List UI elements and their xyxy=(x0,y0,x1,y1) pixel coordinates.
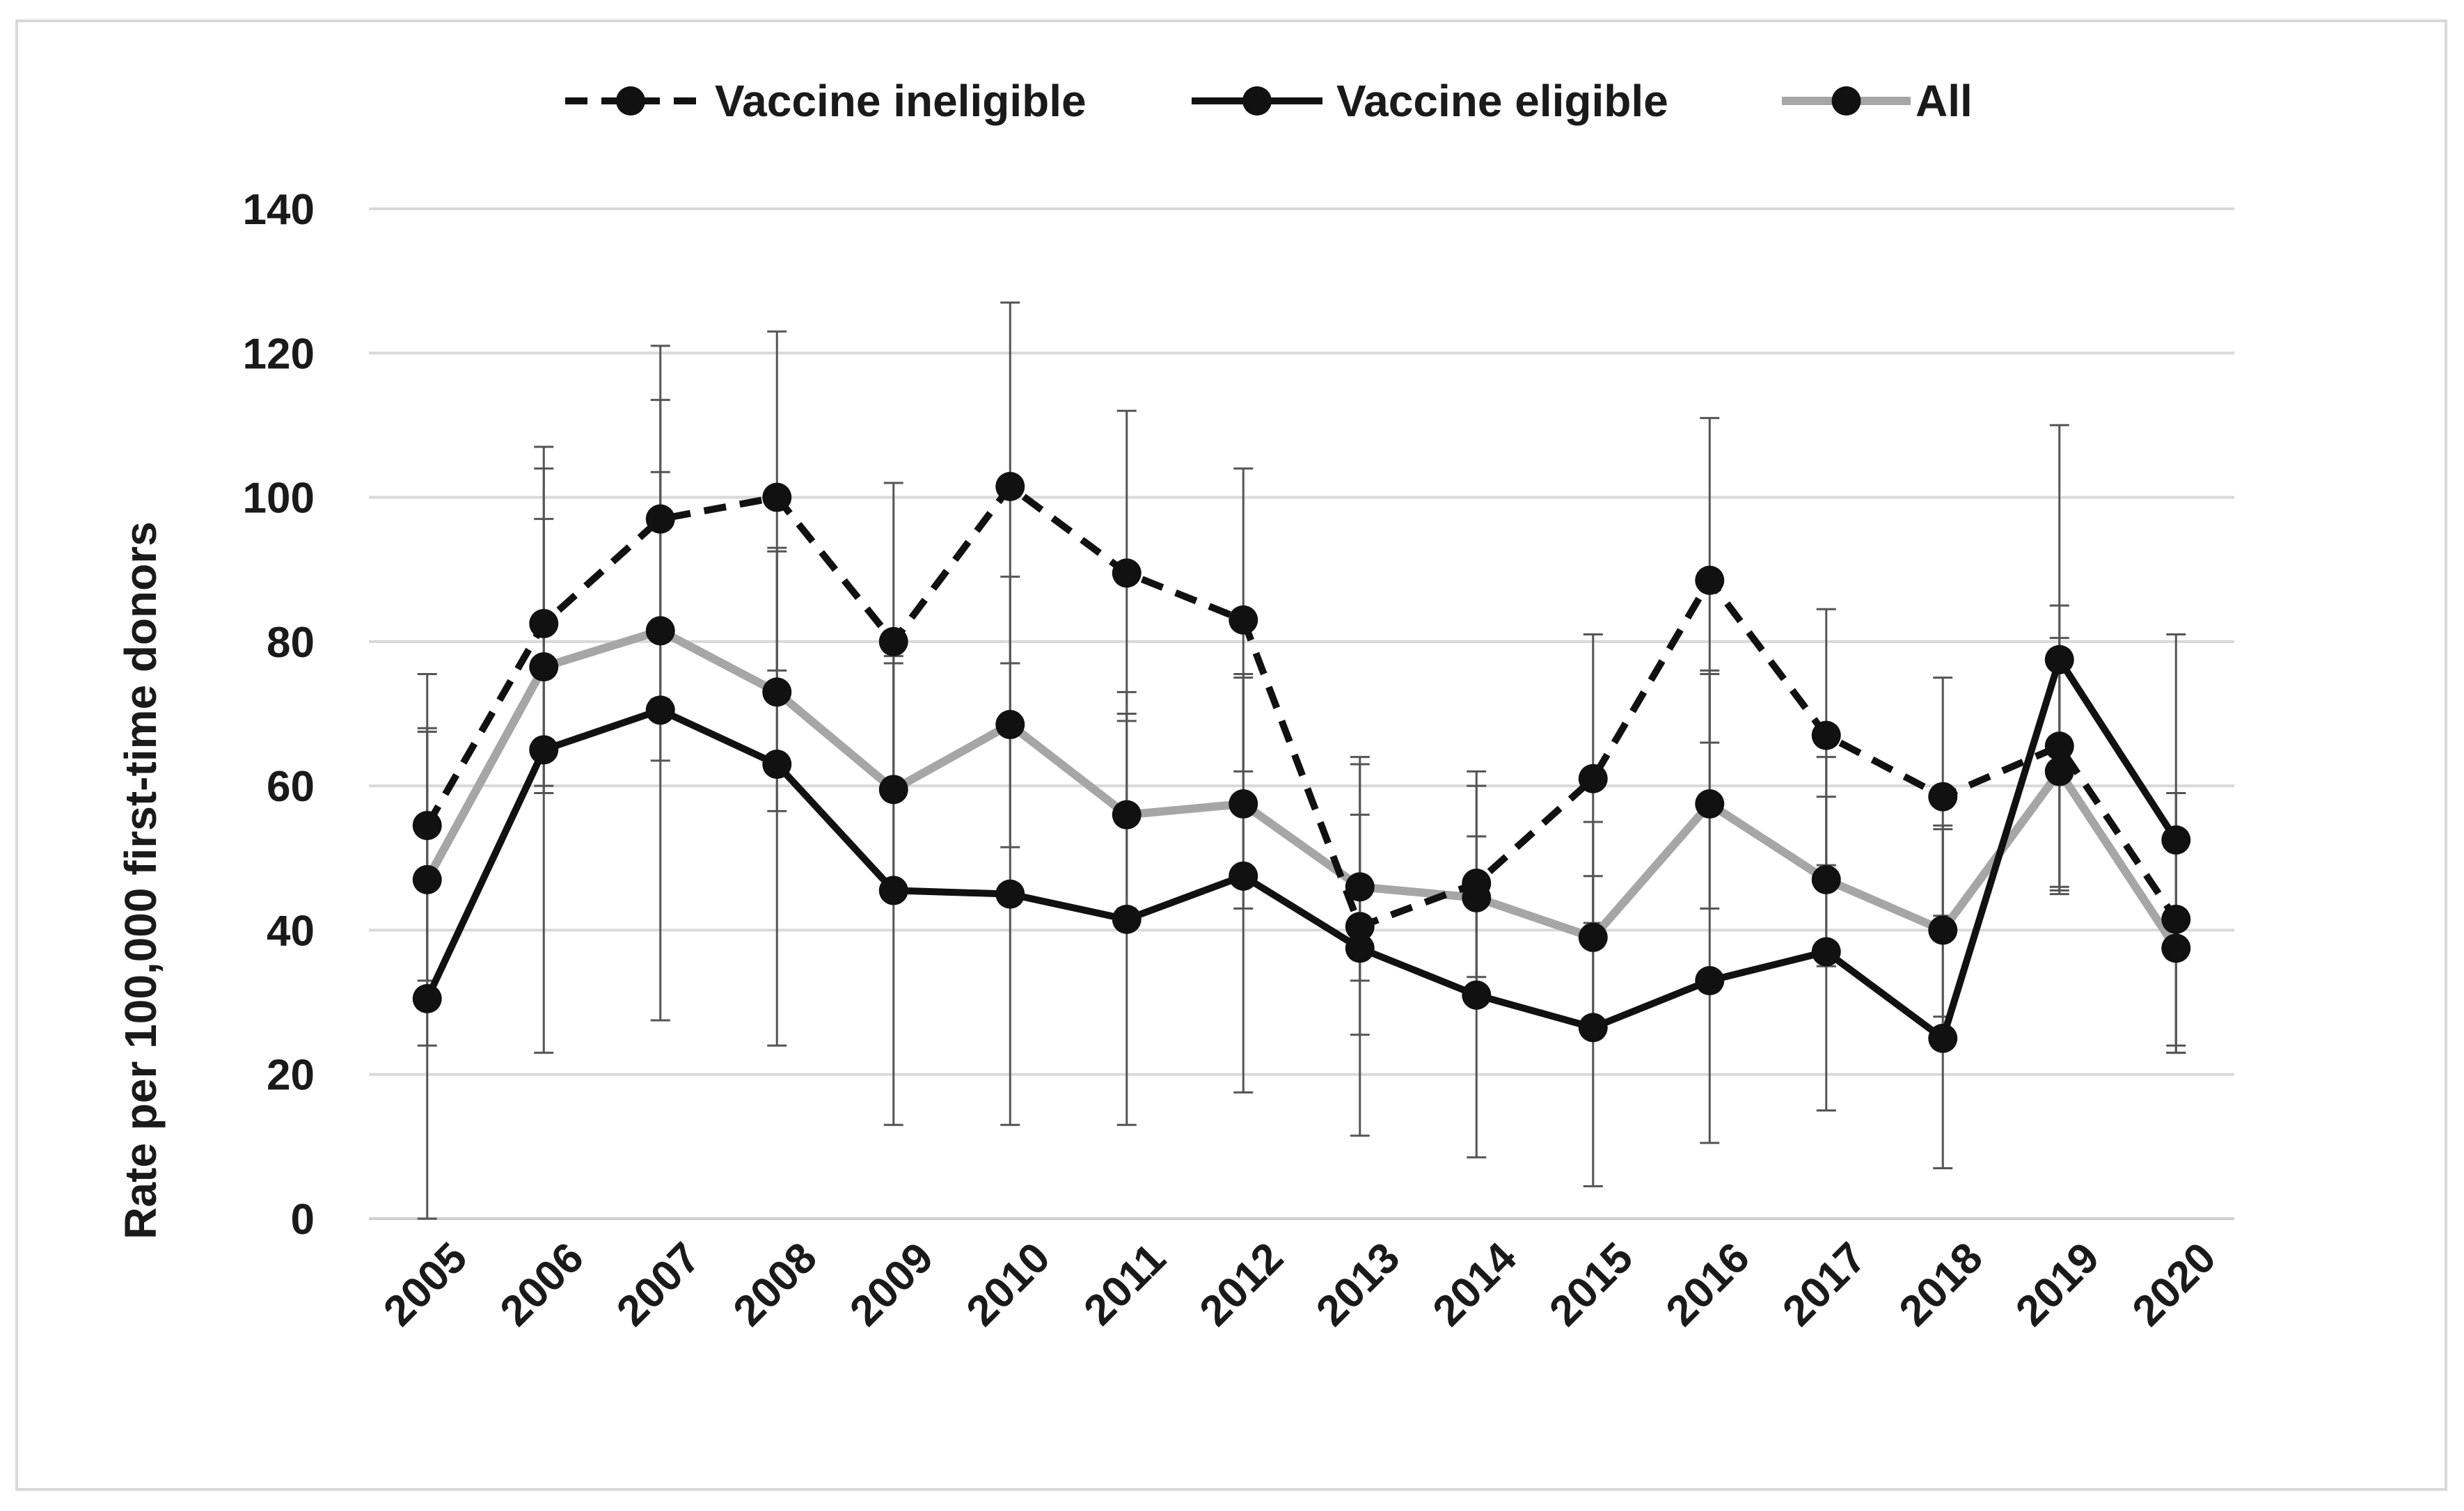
data-point-all xyxy=(645,616,675,646)
x-tick-label: 2015 xyxy=(1540,1233,1642,1335)
x-tick-labels: 2005 2006 2007 2008 2009 2010 2011 2012 2013 2014… xyxy=(374,1233,2225,1336)
data-point-vaccine-ineligible xyxy=(645,504,675,534)
series-line-vaccine-ineligible xyxy=(424,483,2179,931)
x-tick-label: 2017 xyxy=(1774,1233,1875,1335)
data-point-all xyxy=(2044,757,2074,786)
x-tick-label: 2007 xyxy=(608,1233,709,1335)
data-point-all xyxy=(995,710,1025,740)
data-point-all xyxy=(878,775,908,805)
data-point-vaccine-eligible xyxy=(1229,861,1258,891)
data-point-vaccine-eligible xyxy=(1811,937,1841,967)
y-tick-label: 60 xyxy=(267,763,315,811)
error-bars xyxy=(417,301,2186,1220)
x-tick-label: 2006 xyxy=(491,1233,593,1335)
x-tick-label: 2012 xyxy=(1191,1233,1293,1335)
data-point-vaccine-ineligible xyxy=(412,811,442,841)
y-tick-labels: 0 20 40 60 80 100 120 140 xyxy=(243,186,315,1244)
data-point-vaccine-eligible xyxy=(1112,904,1142,934)
legend-marker xyxy=(616,86,645,116)
data-point-vaccine-ineligible xyxy=(1112,558,1142,588)
y-axis-title: Rate per 100,000 first-time donors xyxy=(116,521,166,1239)
data-point-vaccine-ineligible xyxy=(529,608,559,638)
data-point-vaccine-ineligible xyxy=(1928,782,1958,812)
data-point-vaccine-eligible xyxy=(995,879,1025,909)
data-point-vaccine-eligible xyxy=(412,983,442,1013)
x-tick-label: 2011 xyxy=(1075,1235,1175,1335)
legend-label: All xyxy=(1916,76,1973,126)
data-point-vaccine-ineligible xyxy=(878,626,908,656)
data-point-vaccine-ineligible xyxy=(762,482,792,512)
x-tick-label: 2009 xyxy=(841,1233,942,1335)
x-tick-label: 2016 xyxy=(1657,1233,1759,1335)
legend-marker xyxy=(1831,86,1861,116)
data-point-all xyxy=(2161,933,2191,963)
data-point-vaccine-eligible xyxy=(1462,980,1492,1010)
legend: Vaccine ineligible Vaccine eligible All xyxy=(565,76,1973,126)
data-point-vaccine-eligible xyxy=(1695,965,1725,995)
data-point-all xyxy=(529,652,559,682)
data-point-vaccine-eligible xyxy=(762,750,792,780)
data-point-vaccine-eligible xyxy=(2044,644,2074,674)
data-point-all xyxy=(1345,872,1375,902)
data-point-vaccine-eligible xyxy=(645,695,675,725)
data-point-vaccine-eligible xyxy=(878,876,908,905)
data-point-vaccine-eligible xyxy=(1928,1023,1958,1053)
chart-border xyxy=(15,19,2447,1491)
y-tick-label: 40 xyxy=(267,907,315,955)
series-markers xyxy=(412,472,2191,1053)
y-tick-label: 120 xyxy=(243,330,315,378)
series-line-vaccine-eligible xyxy=(424,656,2179,1042)
data-point-vaccine-eligible xyxy=(529,735,559,765)
data-point-vaccine-ineligible xyxy=(1811,720,1841,750)
data-point-all xyxy=(1578,922,1608,952)
series-lines xyxy=(423,483,2180,1042)
y-tick-label: 140 xyxy=(243,186,315,234)
y-tick-label: 0 xyxy=(291,1196,315,1244)
data-point-vaccine-ineligible xyxy=(2044,731,2074,761)
data-point-all xyxy=(1112,800,1142,830)
data-point-all xyxy=(1229,789,1258,819)
data-point-vaccine-eligible xyxy=(1578,1013,1608,1043)
data-point-vaccine-ineligible xyxy=(2161,904,2191,934)
data-point-all xyxy=(762,677,792,707)
y-tick-label: 100 xyxy=(243,475,315,523)
x-tick-label: 2018 xyxy=(1890,1233,1992,1335)
legend-marker xyxy=(1242,86,1272,116)
data-point-all xyxy=(1811,864,1841,894)
x-tick-label: 2005 xyxy=(374,1233,476,1335)
legend-label: Vaccine eligible xyxy=(1336,76,1668,126)
data-point-vaccine-ineligible xyxy=(1462,869,1492,899)
data-point-vaccine-eligible xyxy=(1345,933,1375,963)
x-tick-label: 2010 xyxy=(958,1233,1059,1335)
legend-label: Vaccine ineligible xyxy=(715,76,1087,126)
y-tick-label: 80 xyxy=(267,619,315,667)
data-point-all xyxy=(1695,789,1725,819)
data-point-vaccine-eligible xyxy=(2161,825,2191,855)
data-point-vaccine-ineligible xyxy=(1695,565,1725,595)
data-point-vaccine-ineligible xyxy=(995,472,1025,502)
data-point-vaccine-ineligible xyxy=(1578,764,1608,793)
x-tick-label: 2019 xyxy=(2007,1233,2108,1335)
data-point-all xyxy=(1928,915,1958,945)
x-tick-label: 2013 xyxy=(1307,1233,1409,1335)
series-line-all xyxy=(423,626,2180,951)
x-tick-label: 2020 xyxy=(2124,1233,2225,1335)
x-tick-label: 2008 xyxy=(725,1233,826,1335)
y-tick-label: 20 xyxy=(267,1052,315,1100)
x-tick-label: 2014 xyxy=(1424,1233,1526,1336)
data-point-all xyxy=(412,864,442,894)
data-point-vaccine-ineligible xyxy=(1229,605,1258,635)
data-point-vaccine-ineligible xyxy=(1345,912,1375,942)
